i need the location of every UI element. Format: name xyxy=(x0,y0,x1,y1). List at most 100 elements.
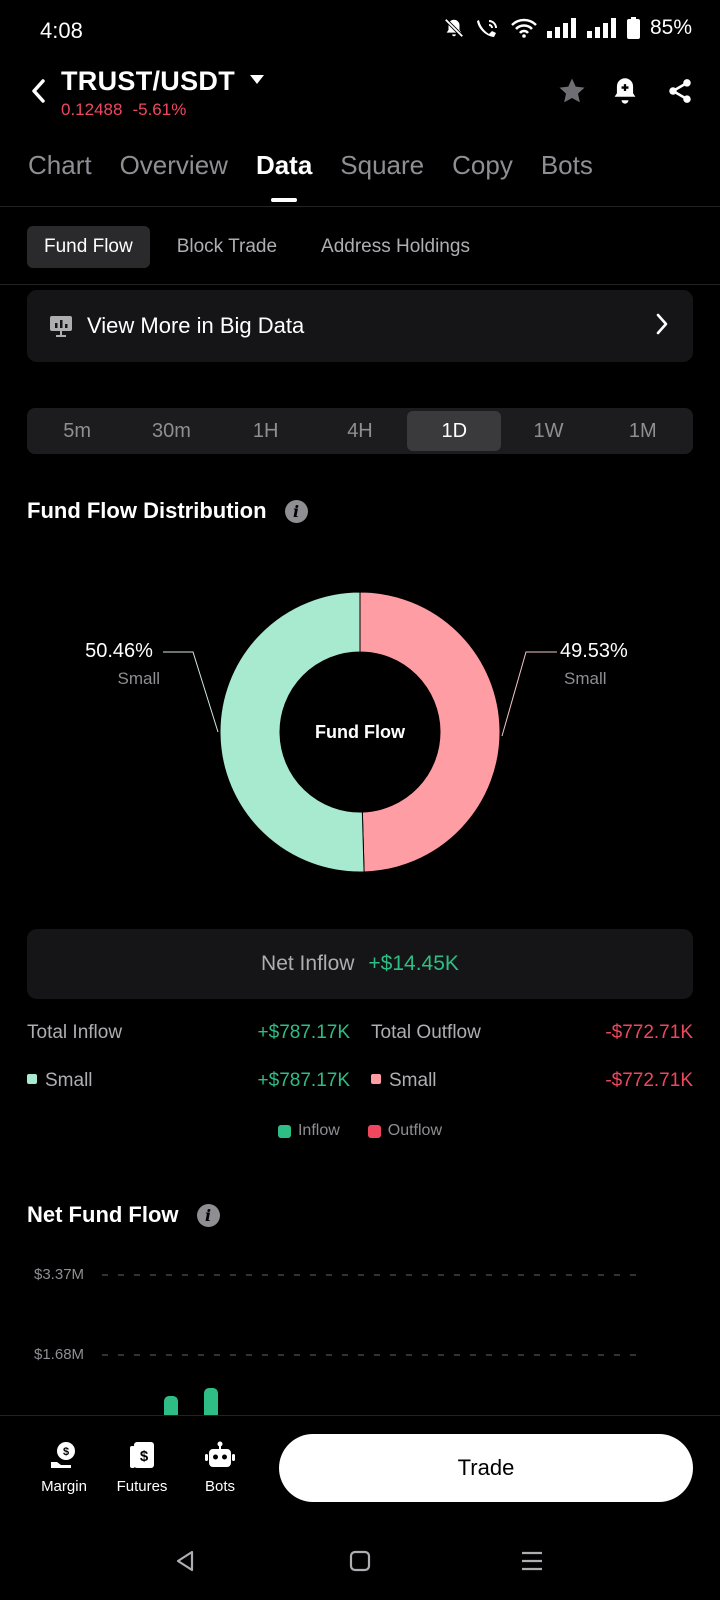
interval-1h[interactable]: 1H xyxy=(252,419,279,442)
nav-bots-label: Bots xyxy=(204,1478,235,1495)
price-alert-icon[interactable] xyxy=(608,74,642,108)
svg-text:$: $ xyxy=(140,1448,149,1465)
subtabs-divider xyxy=(0,284,720,285)
outflow-dot xyxy=(371,1073,381,1084)
small-inflow-label: Small xyxy=(45,1070,93,1091)
trade-button[interactable]: Trade xyxy=(279,1434,693,1502)
outflow-pct: 49.53% xyxy=(560,640,628,662)
subtab-fund-flow[interactable]: Fund Flow xyxy=(27,226,150,268)
net-inflow-label: Net Inflow xyxy=(261,952,355,975)
net-inflow-box: Net Inflow +$14.45K xyxy=(27,929,693,999)
net-fund-flow-svg xyxy=(102,1274,640,1420)
system-recents-icon[interactable] xyxy=(512,1543,552,1579)
futures-icon: $ xyxy=(107,1438,177,1472)
robot-icon xyxy=(185,1438,255,1472)
header: TRUST/USDT 0.12488 -5.61% xyxy=(0,62,720,132)
wifi-icon xyxy=(511,18,537,38)
distribution-title: Fund Flow Distribution xyxy=(27,498,267,523)
interval-1d[interactable]: 1D xyxy=(407,411,502,451)
net-fund-flow-title: Net Fund Flow xyxy=(27,1202,179,1227)
total-inflow-label: Total Inflow xyxy=(27,1022,123,1043)
small-outflow-label: Small xyxy=(389,1070,437,1091)
nav-margin[interactable]: $ Margin xyxy=(29,1438,99,1495)
chevron-right-icon xyxy=(655,312,669,341)
fund-flow-donut: Fund Flow 50.46% Small 49.53% Small xyxy=(0,560,720,890)
small-row: Small +$787.17K Small -$772.71K xyxy=(27,1070,693,1100)
nav-futures[interactable]: $ Futures xyxy=(107,1438,177,1495)
share-icon[interactable] xyxy=(663,74,697,108)
donut-svg: Fund Flow xyxy=(163,591,557,873)
net-fund-flow-title-row: Net Fund Flow i xyxy=(27,1202,220,1228)
info-icon[interactable]: i xyxy=(284,499,308,523)
system-nav-bar xyxy=(0,1523,720,1600)
back-button[interactable] xyxy=(22,74,54,108)
bottom-nav: $ Margin $ Futures Bots Trade xyxy=(0,1415,720,1523)
inflow-slice[interactable] xyxy=(219,591,365,873)
subtab-block-trade[interactable]: Block Trade xyxy=(176,236,278,257)
nav-bots[interactable]: Bots xyxy=(185,1438,255,1495)
tab-square[interactable]: Square xyxy=(340,150,425,180)
favorite-star-icon[interactable] xyxy=(555,74,589,108)
subtab-address-holdings[interactable]: Address Holdings xyxy=(321,236,470,257)
flow-legend: Inflow Outflow xyxy=(0,1122,720,1140)
interval-5m[interactable]: 5m xyxy=(63,419,92,442)
y-tick-top: $3.37M xyxy=(34,1266,85,1283)
big-data-link[interactable]: View More in Big Data xyxy=(27,290,693,362)
outflow-slice[interactable] xyxy=(359,591,501,873)
donut-center-label: Fund Flow xyxy=(315,722,406,742)
inflow-slice-label: 50.46% Small xyxy=(74,640,164,689)
tab-overview[interactable]: Overview xyxy=(119,150,228,180)
inflow-pct: 50.46% xyxy=(85,640,153,662)
tab-copy[interactable]: Copy xyxy=(452,150,513,180)
tabs-divider xyxy=(0,206,720,207)
signal-icon-2 xyxy=(586,18,617,38)
tab-bots[interactable]: Bots xyxy=(540,150,593,180)
total-outflow-value: -$772.71K xyxy=(605,1022,693,1043)
interval-30m[interactable]: 30m xyxy=(151,419,191,442)
net-flow-bar xyxy=(164,1396,178,1420)
inflow-leader-line xyxy=(163,651,219,733)
legend-outflow: Outflow xyxy=(387,1122,443,1139)
nav-margin-label: Margin xyxy=(41,1478,87,1495)
legend-inflow: Inflow xyxy=(297,1122,340,1139)
caret-down-icon[interactable] xyxy=(250,72,264,90)
tab-chart[interactable]: Chart xyxy=(28,150,92,180)
interval-1m[interactable]: 1M xyxy=(628,419,657,442)
margin-icon: $ xyxy=(29,1438,99,1472)
system-back-icon[interactable] xyxy=(165,1543,205,1579)
small-outflow-value: -$772.71K xyxy=(605,1070,693,1091)
status-bar: 4:08 85% xyxy=(0,0,720,62)
back-arrow-icon xyxy=(32,79,45,103)
distribution-title-row: Fund Flow Distribution i xyxy=(27,498,308,524)
total-inflow-value: +$787.17K xyxy=(257,1022,350,1043)
interval-4h[interactable]: 4H xyxy=(347,419,373,442)
small-inflow-value: +$787.17K xyxy=(257,1070,350,1091)
wifi-calling-icon xyxy=(475,17,501,39)
system-home-icon[interactable] xyxy=(340,1543,380,1579)
last-price: 0.12488 xyxy=(61,100,123,119)
inflow-dot xyxy=(27,1073,37,1084)
mute-icon xyxy=(443,17,465,39)
legend-outflow-swatch xyxy=(367,1124,381,1138)
net-flow-bar xyxy=(204,1388,218,1420)
net-fund-flow-chart: $3.37M $1.68M xyxy=(0,1250,720,1420)
svg-text:$: $ xyxy=(63,1446,69,1458)
y-tick-mid: $1.68M xyxy=(34,1346,85,1363)
status-time: 4:08 xyxy=(40,18,83,43)
interval-1w[interactable]: 1W xyxy=(533,419,564,442)
totals-row: Total Inflow +$787.17K Total Outflow -$7… xyxy=(27,1022,693,1052)
presentation-chart-icon xyxy=(49,315,73,337)
tab-data[interactable]: Data xyxy=(256,150,312,202)
main-tabs: Chart Overview Data Square Copy Bots xyxy=(28,150,621,202)
price-line: 0.12488 -5.61% xyxy=(61,100,186,120)
outflow-leader-line xyxy=(501,651,557,737)
outflow-category: Small xyxy=(564,669,607,688)
inflow-category: Small xyxy=(117,669,160,688)
info-icon[interactable]: i xyxy=(196,1203,220,1227)
interval-selector: 5m 30m 1H 4H 1D 1W 1M xyxy=(27,408,693,454)
pair-title[interactable]: TRUST/USDT xyxy=(61,66,235,96)
battery-percent: 85% xyxy=(649,16,692,39)
legend-inflow-swatch xyxy=(277,1124,291,1138)
battery-icon xyxy=(626,17,640,39)
outflow-slice-label: 49.53% Small xyxy=(560,640,650,689)
